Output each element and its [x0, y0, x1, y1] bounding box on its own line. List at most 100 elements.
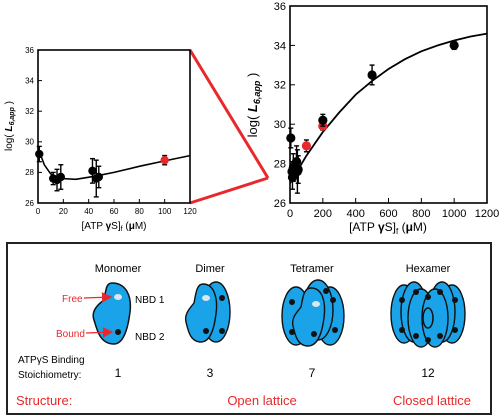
- binding-label-line1: ATPγS Binding: [18, 355, 85, 366]
- point-marker: [94, 172, 104, 182]
- free-site-marker: [202, 295, 210, 301]
- y-tick-label: 30: [274, 119, 286, 131]
- stoichiometry-monomer: 1: [115, 366, 122, 380]
- x-tick-label: 1000: [442, 208, 466, 220]
- left-data-points: [35, 145, 169, 198]
- bound-site-marker: [399, 297, 405, 303]
- right-y-axis-label: log( L6,app ): [245, 73, 262, 138]
- open-lattice-label: Open lattice: [227, 393, 296, 408]
- x-tick-label: 1200: [475, 208, 499, 220]
- species-label-tetramer: Tetramer: [290, 263, 334, 275]
- bound-site-marker: [323, 288, 329, 294]
- data-point: [367, 64, 377, 86]
- point-marker: [291, 157, 302, 167]
- point-marker: [318, 115, 328, 125]
- point-marker: [449, 40, 459, 51]
- closed-lattice-label: Closed lattice: [393, 393, 471, 408]
- species-label-hexamer: Hexamer: [406, 263, 451, 275]
- x-tick-label: 0: [36, 207, 41, 216]
- y-tick-label: 32: [25, 107, 34, 116]
- bound-site-marker: [413, 289, 419, 295]
- data-point: [35, 145, 44, 163]
- hexamer-subunit: [421, 288, 449, 348]
- bound-site-marker: [289, 299, 295, 305]
- bound-site-marker: [452, 327, 458, 333]
- y-tick-label: 34: [25, 76, 34, 85]
- y-tick-label: 34: [274, 40, 286, 52]
- data-point: [56, 164, 65, 190]
- x-tick-label: 200: [314, 208, 332, 220]
- species-label-monomer: Monomer: [95, 263, 142, 275]
- stoichiometry-tetramer: 7: [309, 366, 316, 380]
- schematic-panel: [6, 242, 492, 415]
- free-arrow: [83, 292, 113, 303]
- hexamer-diagram: [390, 281, 466, 348]
- y-tick-label: 30: [25, 138, 34, 147]
- bound-site-marker: [437, 333, 443, 339]
- bound-site-marker: [437, 289, 443, 295]
- bound-site-marker: [399, 327, 405, 333]
- y-tick-label: 28: [274, 158, 286, 170]
- bound-arrow: [85, 327, 114, 338]
- left-x-ticks: 0 20 40 60 80 100 120: [36, 199, 197, 216]
- free-label: Free: [62, 294, 83, 305]
- point-marker: [367, 70, 377, 80]
- left-fit-curve: [37, 147, 191, 181]
- right-fit-curve: [289, 32, 488, 184]
- hexamer-center-ring: [422, 307, 434, 329]
- x-tick-label: 800: [412, 208, 430, 220]
- stoichiometry-dimer: 3: [207, 366, 214, 380]
- highlighted-data-point: [301, 139, 312, 153]
- bound-site-marker: [425, 337, 431, 343]
- bound-site-marker: [425, 294, 431, 300]
- bound-site-marker: [115, 329, 121, 335]
- left-y-ticks: 26 28 30 32 34 36: [25, 46, 42, 208]
- bound-label: Bound: [56, 329, 85, 340]
- stoichiometry-hexamer: 12: [421, 366, 435, 380]
- data-point: [293, 155, 303, 185]
- binding-label-line2: Stoichiometry:: [18, 370, 81, 381]
- point-marker: [160, 155, 169, 165]
- free-site-marker: [114, 294, 122, 300]
- x-tick-label: 20: [59, 207, 68, 216]
- highlighted-data-point: [160, 154, 169, 166]
- bound-site-marker: [452, 297, 458, 303]
- data-point: [286, 127, 296, 149]
- x-tick-label: 80: [135, 207, 144, 216]
- zoom-connector-bottom: [189, 176, 269, 205]
- dimer-subunit-front: [184, 283, 218, 343]
- data-point: [449, 40, 459, 51]
- structure-label: Structure:: [16, 393, 72, 408]
- data-point: [94, 165, 104, 189]
- x-tick-label: 0: [287, 208, 293, 220]
- left-y-axis-label: log( L6,app ): [4, 101, 16, 151]
- dimer-diagram: [184, 281, 231, 343]
- right-x-ticks: 0 200 400 600 800 1000 1200: [287, 198, 499, 220]
- y-tick-label: 26: [25, 199, 34, 208]
- nbd2-label: NBD 2: [135, 332, 165, 343]
- bound-site-marker: [332, 327, 338, 333]
- bound-site-marker: [203, 328, 209, 334]
- point-marker: [293, 164, 303, 175]
- y-tick-label: 26: [274, 198, 286, 210]
- zoom-connector-top: [188, 49, 270, 179]
- x-tick-label: 100: [158, 207, 172, 216]
- y-tick-label: 28: [25, 168, 34, 177]
- point-marker: [56, 172, 65, 182]
- bound-site-marker: [311, 331, 317, 337]
- monomer-shape: [92, 282, 132, 345]
- point-marker: [301, 141, 312, 151]
- tetramer-diagram: [281, 279, 345, 347]
- x-tick-label: 120: [183, 207, 197, 216]
- x-tick-label: 40: [84, 207, 93, 216]
- bound-site-marker: [413, 333, 419, 339]
- point-marker: [88, 166, 97, 176]
- y-tick-label: 32: [274, 80, 286, 92]
- right-y-ticks: 26 28 30 32 34 36: [274, 1, 295, 210]
- y-tick-label: 36: [274, 1, 286, 13]
- data-point: [318, 113, 328, 127]
- left-chart: 0 20 40 60 80 100 120 26 28 30 32 34 36 log( L6,app…: [4, 46, 197, 233]
- x-tick-label: 600: [379, 208, 397, 220]
- bound-site-marker: [219, 328, 225, 334]
